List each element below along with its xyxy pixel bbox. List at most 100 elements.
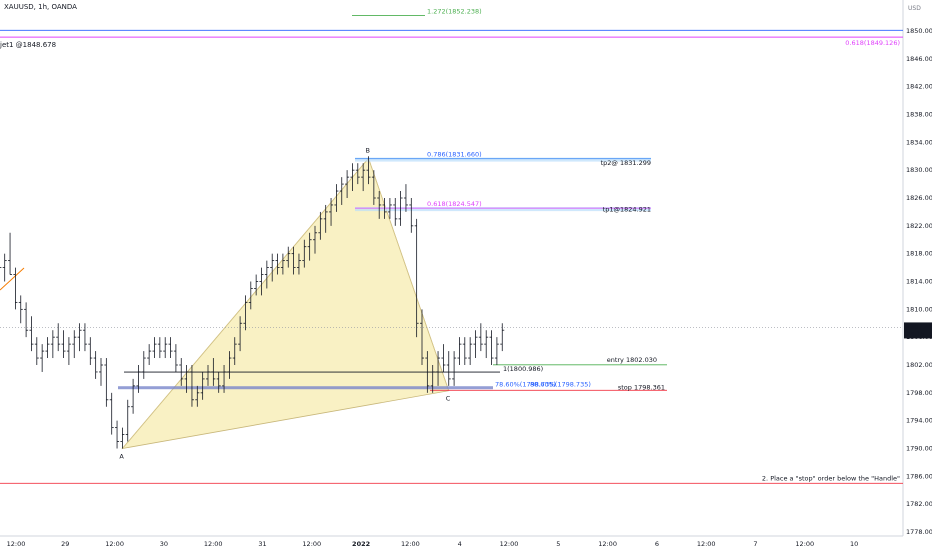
handle-label: 2. Place a "stop" order below the "Handl… bbox=[762, 474, 900, 482]
level-0786-label: 0.786(1831.660) bbox=[427, 151, 482, 159]
candle bbox=[18, 295, 23, 324]
time-tick-label: 12:00 bbox=[204, 540, 223, 548]
candle bbox=[398, 191, 403, 226]
candle bbox=[313, 225, 317, 254]
price-tick-label: 1802.000 bbox=[906, 361, 932, 369]
candle bbox=[387, 198, 392, 219]
current-price-label: 1807.415 bbox=[906, 323, 932, 331]
candle bbox=[307, 232, 312, 261]
candle bbox=[270, 253, 275, 282]
candle bbox=[355, 163, 360, 185]
time-tick-label: 12:00 bbox=[7, 540, 26, 548]
level-786-label: 78.60%(1798.735) bbox=[495, 381, 556, 389]
candle bbox=[377, 191, 382, 219]
candle bbox=[302, 239, 307, 268]
candle bbox=[366, 156, 371, 185]
candle bbox=[0, 267, 2, 268]
level-0618-label: 0.618(1824.547) bbox=[427, 200, 482, 208]
time-tick-label: 7 bbox=[753, 540, 757, 548]
time-tick-label: 12:00 bbox=[795, 540, 814, 548]
candle bbox=[50, 330, 55, 359]
candle bbox=[77, 323, 82, 352]
candle bbox=[66, 337, 71, 365]
candle bbox=[468, 337, 473, 365]
candle bbox=[168, 337, 173, 359]
price-tick-label: 1778.000 bbox=[906, 528, 932, 536]
candle bbox=[500, 323, 505, 352]
candle bbox=[484, 330, 489, 359]
price-tick-label: 1790.000 bbox=[906, 445, 932, 453]
candle bbox=[34, 337, 39, 365]
pattern-triangle bbox=[121, 157, 450, 450]
pattern-point-c: C bbox=[446, 395, 451, 403]
time-tick-label: 31 bbox=[258, 540, 266, 548]
time-axis: 12:00 29 12:00 30 12:00 31 12:00 2022 12:00 4 12:0… bbox=[7, 540, 859, 548]
candle bbox=[339, 177, 344, 205]
candle bbox=[8, 232, 13, 275]
currency-label: USD bbox=[908, 5, 921, 12]
candle bbox=[275, 253, 280, 275]
candle bbox=[211, 358, 216, 386]
price-tick-label: 1830.000 bbox=[906, 166, 932, 174]
candle bbox=[216, 371, 221, 393]
candle bbox=[82, 323, 87, 352]
candle bbox=[173, 344, 178, 372]
candle bbox=[179, 358, 184, 386]
level-1-label: 1(1800.986) bbox=[503, 365, 543, 373]
candle bbox=[452, 351, 457, 386]
candle bbox=[264, 260, 269, 289]
stop-label: stop 1798.361 bbox=[618, 383, 665, 391]
candle bbox=[184, 365, 189, 393]
candle bbox=[99, 358, 103, 386]
price-tick-label: 1814.000 bbox=[906, 278, 932, 286]
candle bbox=[109, 392, 114, 435]
candle bbox=[248, 281, 253, 310]
time-tick-label: 12:00 bbox=[500, 540, 519, 548]
price-tick-label: 1834.000 bbox=[906, 138, 932, 146]
candle bbox=[227, 351, 232, 379]
candle bbox=[478, 323, 483, 352]
candle bbox=[286, 246, 291, 268]
candle bbox=[403, 184, 408, 212]
candle bbox=[152, 337, 157, 359]
candle bbox=[13, 267, 18, 310]
pattern-point-a: A bbox=[119, 453, 124, 461]
candle bbox=[334, 184, 339, 212]
candle bbox=[457, 337, 462, 365]
candle bbox=[345, 170, 350, 198]
current-price-badge bbox=[904, 322, 932, 339]
pattern-point-b: B bbox=[366, 146, 370, 154]
time-tick-label: 12:00 bbox=[401, 540, 420, 548]
candle bbox=[200, 371, 205, 400]
trend-stub bbox=[0, 267, 25, 291]
fib-levels-layer: 1.272(1852.238) 0.618(1849.126) 0.786(1831… bbox=[0, 7, 903, 484]
entry-label: entry 1802.030 bbox=[607, 356, 657, 364]
candle bbox=[147, 344, 152, 365]
level-1272-label: 1.272(1852.238) bbox=[427, 7, 482, 15]
candle bbox=[323, 204, 328, 233]
candle bbox=[88, 337, 93, 365]
candle bbox=[361, 163, 366, 192]
time-tick-label: 6 bbox=[655, 540, 659, 548]
candle bbox=[382, 198, 387, 219]
price-tick-label: 1794.000 bbox=[906, 417, 932, 425]
candle bbox=[371, 170, 376, 205]
time-tick-label: 10 bbox=[850, 540, 858, 548]
time-tick-label: 2022 bbox=[352, 540, 370, 548]
candle bbox=[238, 316, 243, 352]
candle bbox=[222, 365, 227, 393]
candle bbox=[489, 330, 494, 365]
candle bbox=[93, 351, 98, 379]
candles-layer bbox=[0, 156, 505, 449]
candle bbox=[195, 385, 200, 407]
price-tick-label: 1798.000 bbox=[906, 389, 932, 397]
pattern-layer: A B C bbox=[0, 146, 451, 461]
candle bbox=[56, 323, 61, 352]
candle bbox=[441, 344, 446, 372]
candle bbox=[157, 337, 162, 359]
tp1-label: tp1@1824.921 bbox=[603, 206, 651, 214]
candle bbox=[125, 399, 130, 442]
candle bbox=[473, 330, 478, 359]
price-axis: 1778.000 1782.000 1786.000 1790.000 1794.000… bbox=[904, 27, 932, 536]
